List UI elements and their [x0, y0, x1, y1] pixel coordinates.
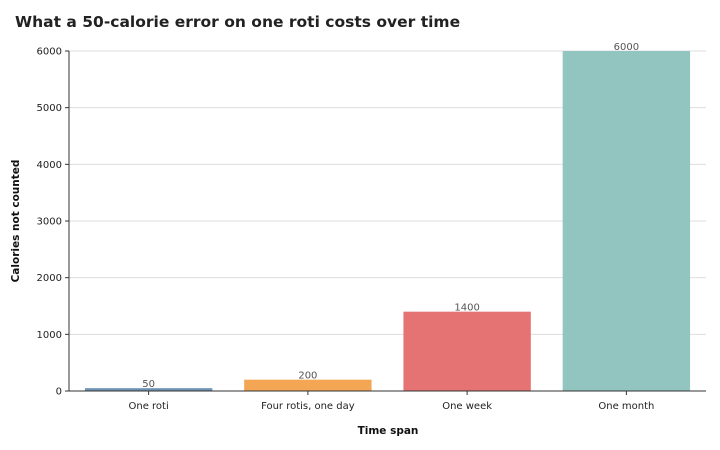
- bars: [84, 51, 691, 391]
- chart-title: What a 50-calorie error on one roti cost…: [15, 13, 461, 31]
- y-tick-label: 5000: [37, 103, 62, 114]
- y-tick-label: 0: [56, 387, 62, 398]
- x-tick-label: One roti: [129, 401, 169, 412]
- y-tick-label: 3000: [37, 217, 62, 228]
- bar-value-label: 200: [298, 371, 317, 382]
- y-axis-title: Calories not counted: [10, 160, 22, 283]
- labels: 0 1000 2000 3000 4000 5000 6000 50 One roti 200 Fo…: [37, 42, 655, 412]
- bar: [403, 311, 531, 391]
- y-tick-label: 6000: [37, 47, 62, 58]
- x-tick-label: Four rotis, one day: [261, 401, 355, 412]
- y-tick-label: 1000: [37, 330, 62, 341]
- bar: [244, 379, 372, 391]
- bar-value-label: 6000: [614, 42, 639, 53]
- y-tick-label: 4000: [37, 160, 62, 171]
- x-tick-label: One week: [442, 401, 492, 412]
- x-tick-label: One month: [598, 401, 654, 412]
- bar: [84, 388, 213, 391]
- x-axis-title: Time span: [358, 425, 419, 437]
- y-tick-label: 2000: [37, 273, 62, 284]
- bar-value-label: 1400: [454, 303, 479, 314]
- bar-value-label: 50: [142, 379, 155, 390]
- bar: [562, 51, 691, 391]
